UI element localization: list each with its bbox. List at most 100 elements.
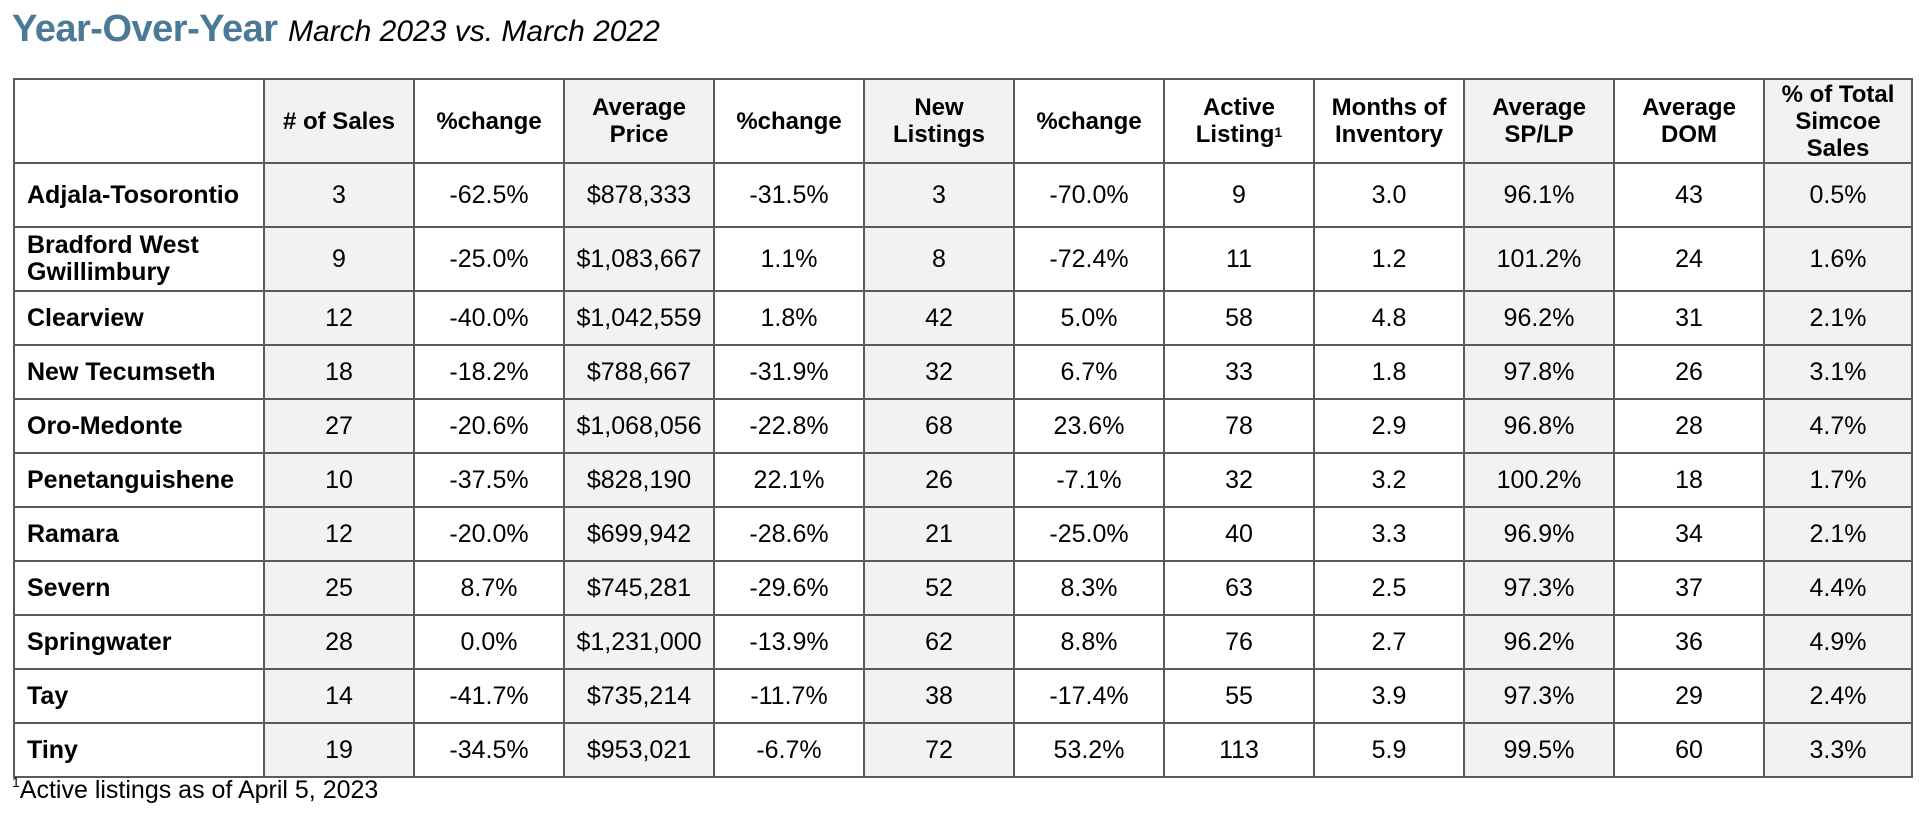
column-header-label: %change xyxy=(736,107,842,135)
table-cell: 28 xyxy=(263,614,415,670)
table-cell: 3 xyxy=(863,162,1015,228)
table-cell: 2.4% xyxy=(1763,668,1913,724)
table-cell: 33 xyxy=(1163,344,1315,400)
table-cell: 97.8% xyxy=(1463,344,1615,400)
table-cell: -31.5% xyxy=(713,162,865,228)
table-cell: $878,333 xyxy=(563,162,715,228)
table-cell: 96.9% xyxy=(1463,506,1615,562)
table-cell: -34.5% xyxy=(413,722,565,778)
table-cell: 8.7% xyxy=(413,560,565,616)
table-cell: -70.0% xyxy=(1013,162,1165,228)
column-header: %change xyxy=(1013,78,1165,164)
table-cell: 96.1% xyxy=(1463,162,1615,228)
table-row: Tiny 19 -34.5% $953,021 -6.7% 72 53.2% 113 5.9 99… xyxy=(13,722,1913,778)
table-cell: 101.2% xyxy=(1463,226,1615,292)
municipality-name: Adjala-Tosorontio xyxy=(13,162,265,228)
footnote-ref: 1 xyxy=(1274,124,1283,140)
table-cell: -17.4% xyxy=(1013,668,1165,724)
column-header: # of Sales xyxy=(263,78,415,164)
table-cell: 96.2% xyxy=(1463,290,1615,346)
table-cell: 19 xyxy=(263,722,415,778)
municipality-name: Oro-Medonte xyxy=(13,398,265,454)
column-header-label: %change xyxy=(436,107,542,135)
table-cell: 42 xyxy=(863,290,1015,346)
table-cell: 3.3% xyxy=(1763,722,1913,778)
table-cell: 96.8% xyxy=(1463,398,1615,454)
table-cell: 37 xyxy=(1613,560,1765,616)
table-cell: 62 xyxy=(863,614,1015,670)
table-cell: 60 xyxy=(1613,722,1765,778)
table-cell: 2.9 xyxy=(1313,398,1465,454)
table-cell: -62.5% xyxy=(413,162,565,228)
table-cell: 28 xyxy=(1613,398,1765,454)
table-cell: 29 xyxy=(1613,668,1765,724)
table-cell: 6.7% xyxy=(1013,344,1165,400)
footnote-marker: 1 xyxy=(12,774,20,790)
table-row: Springwater 28 0.0% $1,231,000 -13.9% 62 8.8% 7… xyxy=(13,614,1913,670)
table-row: Adjala-Tosorontio 3 -62.5% $878,333 -31.5% 3-… xyxy=(13,162,1913,228)
column-header: Average SP/LP xyxy=(1463,78,1615,164)
table-cell: $1,083,667 xyxy=(563,226,715,292)
table-cell: -13.9% xyxy=(713,614,865,670)
table-cell: 72 xyxy=(863,722,1015,778)
table-cell: $699,942 xyxy=(563,506,715,562)
table-cell: $1,042,559 xyxy=(563,290,715,346)
table-cell: 3.2 xyxy=(1313,452,1465,508)
table-cell: 4.9% xyxy=(1763,614,1913,670)
table-cell: 96.2% xyxy=(1463,614,1615,670)
table-cell: 4.4% xyxy=(1763,560,1913,616)
table-cell: 113 xyxy=(1163,722,1315,778)
table-cell: -20.6% xyxy=(413,398,565,454)
table-cell: $735,214 xyxy=(563,668,715,724)
table-cell: 25 xyxy=(263,560,415,616)
table-cell: 26 xyxy=(863,452,1015,508)
table-cell: 18 xyxy=(263,344,415,400)
column-header: %change xyxy=(413,78,565,164)
table-cell: 2.1% xyxy=(1763,506,1913,562)
table-cell: 53.2% xyxy=(1013,722,1165,778)
column-header: Active Listing1 xyxy=(1163,78,1315,164)
municipality-name: Tay xyxy=(13,668,265,724)
column-header-label: % of Total Simcoe Sales xyxy=(1781,80,1895,162)
table-cell: -72.4% xyxy=(1013,226,1165,292)
table-cell: 4.7% xyxy=(1763,398,1913,454)
table-cell: 3.3 xyxy=(1313,506,1465,562)
table-cell: 36 xyxy=(1613,614,1765,670)
table-cell: 3.0 xyxy=(1313,162,1465,228)
table-cell: 100.2% xyxy=(1463,452,1615,508)
table-cell: 5.0% xyxy=(1013,290,1165,346)
table-cell: -20.0% xyxy=(413,506,565,562)
table-cell: $745,281 xyxy=(563,560,715,616)
municipality-name: Penetanguishene xyxy=(13,452,265,508)
municipality-name: Ramara xyxy=(13,506,265,562)
title-subtitle: March 2023 vs. March 2022 xyxy=(287,15,660,48)
table-row: Ramara 12 -20.0% $699,942 -28.6% 21 -25.0% 40 3.… xyxy=(13,506,1913,562)
table-row: Tay 14 -41.7% $735,214 -11.7% 38 -17.4% 55 3.9 97… xyxy=(13,668,1913,724)
table-cell: 27 xyxy=(263,398,415,454)
table-cell: 1.8 xyxy=(1313,344,1465,400)
table-cell: 76 xyxy=(1163,614,1315,670)
table-header-row: # of Sales %change Average Price %change New… xyxy=(13,78,1913,164)
table-cell: 8.8% xyxy=(1013,614,1165,670)
table-cell: $1,231,000 xyxy=(563,614,715,670)
table-cell: -25.0% xyxy=(1013,506,1165,562)
table-cell: 34 xyxy=(1613,506,1765,562)
table-cell: 31 xyxy=(1613,290,1765,346)
footnote: 1Active listings as of April 5, 2023 xyxy=(12,774,378,805)
table-cell: -37.5% xyxy=(413,452,565,508)
table-cell: $1,068,056 xyxy=(563,398,715,454)
table-cell: 97.3% xyxy=(1463,668,1615,724)
table-cell: $953,021 xyxy=(563,722,715,778)
table-cell: 97.3% xyxy=(1463,560,1615,616)
table-cell: 14 xyxy=(263,668,415,724)
table-cell: -40.0% xyxy=(413,290,565,346)
table-cell: 38 xyxy=(863,668,1015,724)
column-header: Average DOM xyxy=(1613,78,1765,164)
table-row: Bradford West Gwillimbury 9 -25.0% $1,083,6… xyxy=(13,226,1913,292)
table-cell: 40 xyxy=(1163,506,1315,562)
table-cell: -29.6% xyxy=(713,560,865,616)
column-header-label: Active Listing xyxy=(1195,94,1276,148)
table-cell: 23.6% xyxy=(1013,398,1165,454)
table-cell: 12 xyxy=(263,290,415,346)
table-row: Oro-Medonte 27 -20.6% $1,068,056 -22.8% 68 23.… xyxy=(13,398,1913,454)
